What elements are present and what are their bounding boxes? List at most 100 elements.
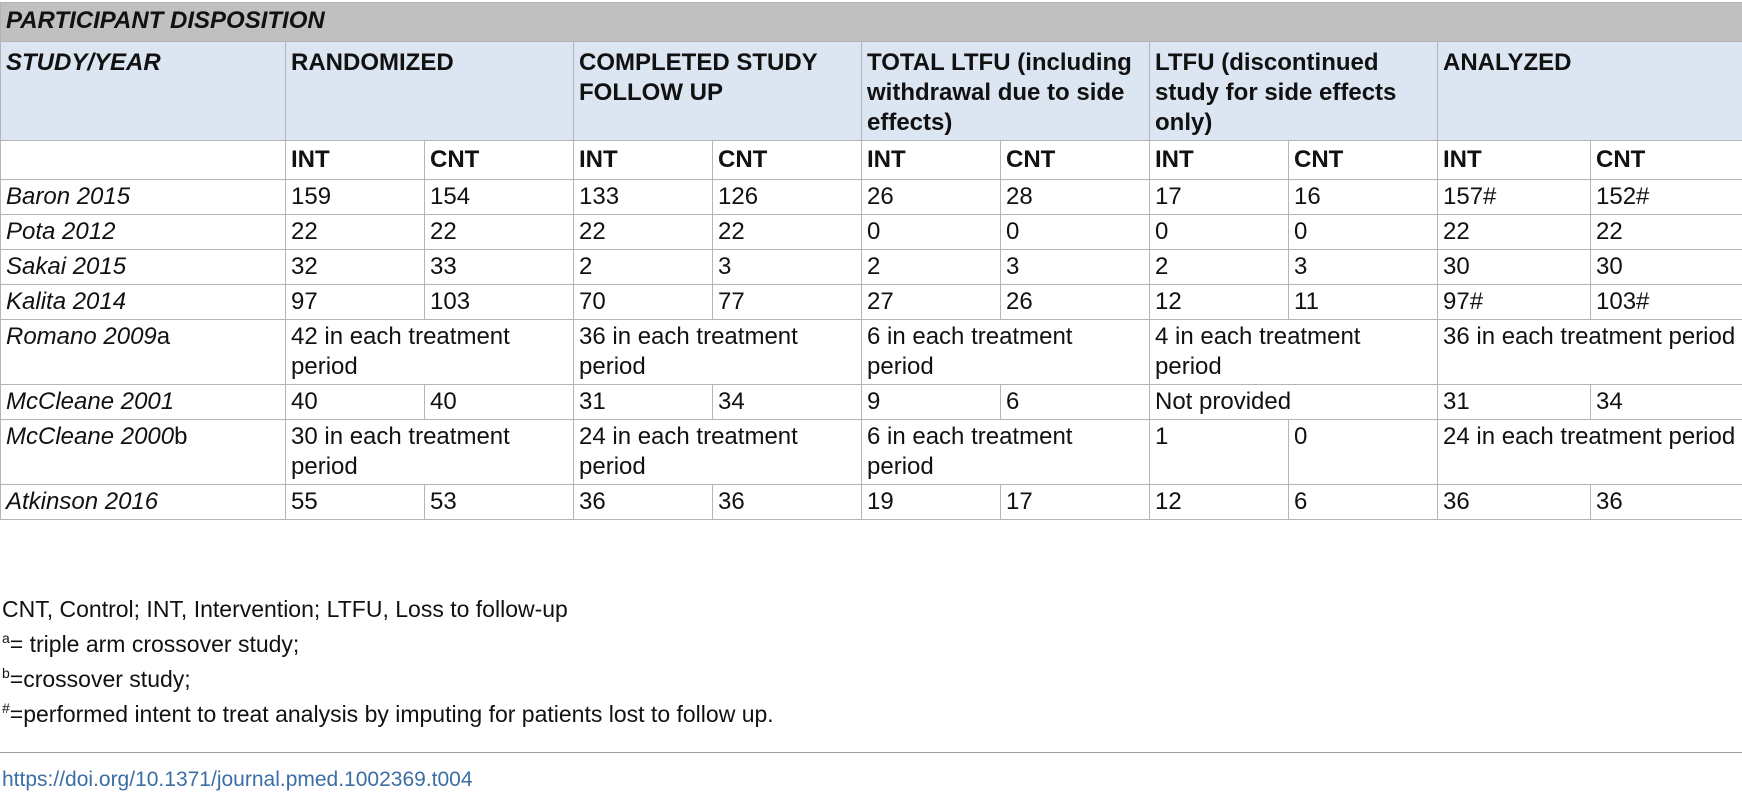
header-randomized: RANDOMIZED: [285, 41, 574, 141]
subheader-cnt: CNT: [712, 140, 862, 180]
table-cell: 6 in each treatment period: [861, 319, 1150, 385]
study-name: Baron 2015: [0, 179, 286, 215]
table-cell: 30: [1437, 249, 1591, 285]
header-analyzed: ANALYZED: [1436, 41, 1742, 141]
table-cell: 22: [573, 214, 713, 250]
table-footnotes: CNT, Control; INT, Intervention; LTFU, L…: [2, 592, 774, 732]
subheader-int: INT: [1437, 140, 1591, 180]
table-cell: 6: [1288, 484, 1438, 520]
subheader-cnt: CNT: [1589, 140, 1742, 180]
subheader-int: INT: [573, 140, 713, 180]
table-cell: 34: [712, 384, 862, 420]
footnote-a-text: = triple arm crossover study;: [9, 631, 300, 657]
footnote-marker: b: [174, 423, 188, 450]
table-cell: 2: [861, 249, 1001, 285]
header-study-year: STUDY/YEAR: [0, 41, 286, 141]
table-cell: 26: [861, 179, 1001, 215]
table-cell: 154: [424, 179, 574, 215]
subheader-cnt: CNT: [1288, 140, 1438, 180]
table-cell: 36: [712, 484, 862, 520]
table-cell: 40: [424, 384, 574, 420]
study-name: Pota 2012: [0, 214, 286, 250]
table-cell: 157#: [1437, 179, 1591, 215]
study-name: McCleane 2000b: [0, 419, 286, 485]
table-cell: 6 in each treatment period: [861, 419, 1150, 485]
table-cell: 17: [1000, 484, 1150, 520]
table-cell: 36: [1437, 484, 1591, 520]
table-cell: 3: [712, 249, 862, 285]
footnote-marker: a: [156, 323, 171, 350]
subheader-cnt: CNT: [424, 140, 574, 180]
table-cell: 27: [861, 284, 1001, 320]
table-row: McCleane 2001 40 40 31 34 9 6 Not provid…: [0, 384, 1742, 420]
table-cell: 22: [712, 214, 862, 250]
table-row: Atkinson 2016 55 53 36 36 19 17 12 6 36 …: [0, 484, 1742, 520]
table-cell: 103: [424, 284, 574, 320]
table-cell: 22: [1589, 214, 1742, 250]
table-cell: 40: [285, 384, 425, 420]
study-name: Sakai 2015: [0, 249, 286, 285]
table-cell: 33: [424, 249, 574, 285]
table-cell: 19: [861, 484, 1001, 520]
footnote-b-mark: b: [2, 665, 10, 681]
study-name: Atkinson 2016: [0, 484, 286, 520]
table-row: Kalita 2014 97 103 70 77 27 26 12 11 97#…: [0, 284, 1742, 320]
table-cell: 97: [285, 284, 425, 320]
table-cell: 70: [573, 284, 713, 320]
table-cell: 22: [1437, 214, 1591, 250]
footnote-a: a= triple arm crossover study;: [2, 627, 774, 662]
table-cell: 152#: [1589, 179, 1742, 215]
table-cell: 30 in each treatment period: [285, 419, 574, 485]
table-cell: 9: [861, 384, 1001, 420]
subheader-int: INT: [285, 140, 425, 180]
table-cell: 97#: [1437, 284, 1591, 320]
table-cell: 22: [424, 214, 574, 250]
subheader-int: INT: [1149, 140, 1289, 180]
footnote-a-mark: a: [2, 630, 10, 646]
table-cell: 36: [1589, 484, 1742, 520]
study-name: McCleane 2001: [0, 384, 286, 420]
divider: [0, 752, 1742, 753]
header-completed: COMPLETED STUDY FOLLOW UP: [573, 41, 862, 141]
table-title: PARTICIPANT DISPOSITION: [0, 2, 1742, 42]
table-cell: 4 in each treatment period: [1149, 319, 1438, 385]
table-row: Baron 2015 159 154 133 126 26 28 17 16 1…: [0, 179, 1742, 215]
table-cell: 3: [1000, 249, 1150, 285]
table-cell: 0: [861, 214, 1001, 250]
subheader-blank: [0, 140, 286, 180]
table-cell: 31: [1437, 384, 1591, 420]
table-cell: 16: [1288, 179, 1438, 215]
table-cell: 2: [1149, 249, 1289, 285]
table-cell: 34: [1589, 384, 1742, 420]
table-cell: 0: [1000, 214, 1150, 250]
table-cell: 12: [1149, 284, 1289, 320]
subheader-cnt: CNT: [1000, 140, 1150, 180]
participant-disposition-table: PARTICIPANT DISPOSITION STUDY/YEAR RANDO…: [0, 2, 1742, 520]
table-cell: 0: [1288, 419, 1438, 485]
table-cell: 55: [285, 484, 425, 520]
table-cell: 36 in each treatment period: [1436, 319, 1742, 385]
table-cell: 42 in each treatment period: [285, 319, 574, 385]
table-cell: 17: [1149, 179, 1289, 215]
table-cell: 53: [424, 484, 574, 520]
table-cell: 26: [1000, 284, 1150, 320]
table-cell: 133: [573, 179, 713, 215]
table-cell: 0: [1149, 214, 1289, 250]
table-cell: 22: [285, 214, 425, 250]
table-cell: 1: [1149, 419, 1289, 485]
table-cell: 31: [573, 384, 713, 420]
table-cell: 36 in each treatment period: [573, 319, 862, 385]
doi-link[interactable]: https://doi.org/10.1371/journal.pmed.100…: [2, 768, 473, 791]
footnote-hash: #=performed intent to treat analysis by …: [2, 697, 774, 732]
header-total-ltfu: TOTAL LTFU (including withdrawal due to …: [861, 41, 1150, 141]
abbreviations-note: CNT, Control; INT, Intervention; LTFU, L…: [2, 596, 568, 622]
table-cell: 103#: [1589, 284, 1742, 320]
footnote-b-text: =crossover study;: [9, 666, 191, 692]
header-ltfu-side-effects: LTFU (discontinued study for side effect…: [1149, 41, 1438, 141]
table-cell: 11: [1288, 284, 1438, 320]
table-cell: 32: [285, 249, 425, 285]
table-cell: Not provided: [1149, 384, 1438, 420]
footnote-hash-text: =performed intent to treat analysis by i…: [9, 701, 774, 727]
table-row: Pota 2012 22 22 22 22 0 0 0 0 22 22: [0, 214, 1742, 250]
footnote-hash-mark: #: [2, 700, 10, 716]
